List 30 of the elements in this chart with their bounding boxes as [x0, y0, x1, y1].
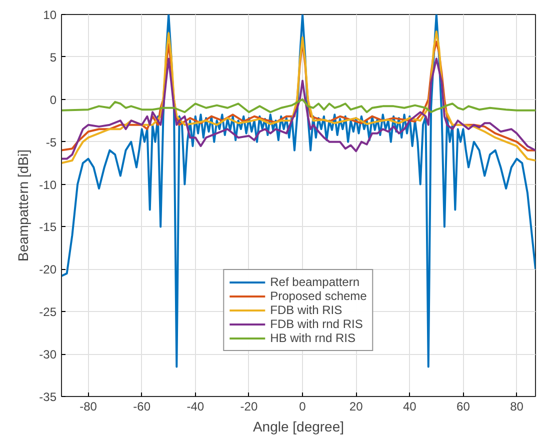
y-tick-label: -5 [46, 135, 57, 150]
y-tick-label: 0 [50, 92, 57, 107]
x-tick-label: -40 [186, 400, 204, 414]
legend-label: HB with rnd RIS [270, 331, 356, 345]
y-tick-label: -35 [39, 390, 57, 404]
x-tick-label: 20 [349, 400, 364, 414]
x-tick-label: 0 [299, 400, 306, 414]
y-tick-label: -15 [39, 220, 57, 234]
x-tick-label: -80 [80, 400, 98, 414]
y-axis-title: Beampattern [dBi] [15, 149, 32, 262]
x-tick-label: 80 [510, 400, 524, 414]
legend-label: Proposed scheme [270, 289, 367, 303]
x-tick-label: 40 [402, 400, 417, 414]
y-tick-label: 10 [43, 8, 57, 22]
line-series [62, 98, 536, 114]
line-series [62, 30, 536, 164]
y-tick-label: -20 [39, 262, 57, 277]
line-series [62, 58, 536, 160]
x-axis-title: Angle [degree] [252, 418, 344, 434]
legend-label: Ref beampattern [270, 275, 360, 289]
legend-label: FDB with rnd RIS [270, 317, 363, 331]
x-tick-label: 60 [456, 400, 470, 414]
x-tick-label: -20 [240, 400, 258, 414]
line-series [62, 14, 536, 368]
y-tick-label: -25 [39, 305, 57, 320]
y-tick-label: 5 [50, 50, 57, 64]
x-tick-label: -60 [133, 400, 151, 414]
legend-label: FDB with RIS [270, 303, 342, 317]
y-tick-label: -10 [39, 178, 57, 192]
y-tick-label: -30 [39, 348, 57, 362]
